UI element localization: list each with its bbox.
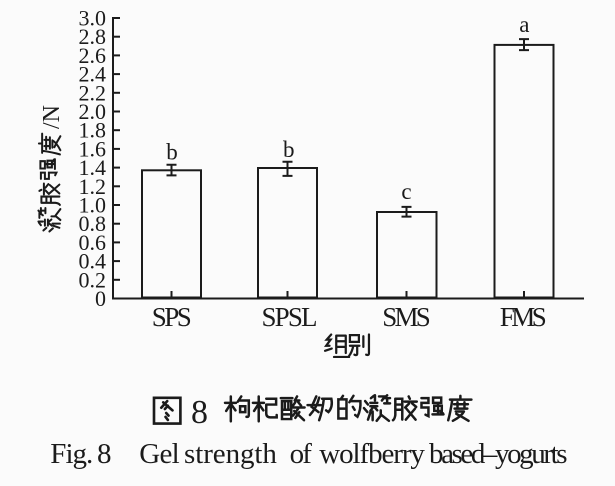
svg-text:0.8: 0.8 xyxy=(79,211,107,236)
svg-text:strength: strength xyxy=(184,438,277,470)
svg-text:2.6: 2.6 xyxy=(79,43,107,68)
svg-text:b: b xyxy=(283,137,295,162)
svg-text:0.4: 0.4 xyxy=(79,249,107,274)
svg-text:1.4: 1.4 xyxy=(79,155,107,180)
svg-text:1.0: 1.0 xyxy=(79,193,107,218)
svg-text:2.2: 2.2 xyxy=(79,80,107,105)
svg-text:wolfberry: wolfberry xyxy=(319,438,425,470)
svg-text:c: c xyxy=(401,179,411,204)
svg-text:3.0: 3.0 xyxy=(79,6,107,31)
svg-text:SPSL: SPSL xyxy=(262,302,318,332)
svg-text:1.2: 1.2 xyxy=(79,174,107,199)
svg-text:8: 8 xyxy=(97,438,112,470)
svg-text:Fig.: Fig. xyxy=(50,438,93,470)
svg-text:8: 8 xyxy=(191,394,208,431)
svg-text:2.8: 2.8 xyxy=(79,24,107,49)
svg-text:0: 0 xyxy=(95,286,106,311)
svg-text:1.8: 1.8 xyxy=(79,118,107,143)
svg-text:2.0: 2.0 xyxy=(79,99,107,124)
svg-text:0.6: 0.6 xyxy=(79,230,107,255)
svg-text:b: b xyxy=(166,140,178,165)
svg-text:FMS: FMS xyxy=(500,302,547,332)
svg-text:/N: /N xyxy=(39,105,65,129)
svg-text:2.4: 2.4 xyxy=(79,62,107,87)
svg-text:0.2: 0.2 xyxy=(79,267,107,292)
svg-text:based–yogurts: based–yogurts xyxy=(429,438,568,470)
svg-text:SPS: SPS xyxy=(152,302,192,332)
svg-text:Gel: Gel xyxy=(139,438,179,470)
svg-text:SMS: SMS xyxy=(382,302,431,332)
svg-text:a: a xyxy=(519,12,529,37)
svg-text:1.6: 1.6 xyxy=(79,136,107,161)
svg-text:of: of xyxy=(290,438,313,470)
